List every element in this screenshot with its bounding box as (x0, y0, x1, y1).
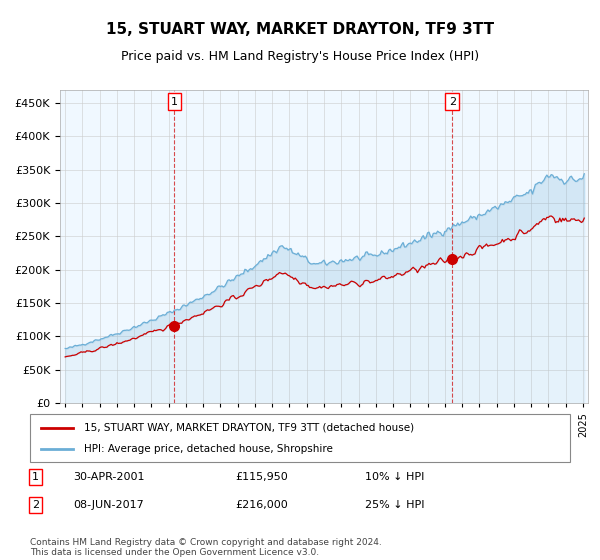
Text: £115,950: £115,950 (235, 472, 288, 482)
FancyBboxPatch shape (30, 414, 570, 462)
Text: 15, STUART WAY, MARKET DRAYTON, TF9 3TT: 15, STUART WAY, MARKET DRAYTON, TF9 3TT (106, 22, 494, 38)
Text: Contains HM Land Registry data © Crown copyright and database right 2024.
This d: Contains HM Land Registry data © Crown c… (30, 538, 382, 557)
Text: 2: 2 (32, 500, 39, 510)
Text: 15, STUART WAY, MARKET DRAYTON, TF9 3TT (detached house): 15, STUART WAY, MARKET DRAYTON, TF9 3TT … (84, 423, 414, 433)
Text: 1: 1 (171, 97, 178, 106)
Text: Price paid vs. HM Land Registry's House Price Index (HPI): Price paid vs. HM Land Registry's House … (121, 50, 479, 63)
Text: £216,000: £216,000 (235, 500, 288, 510)
Text: 25% ↓ HPI: 25% ↓ HPI (365, 500, 424, 510)
Text: HPI: Average price, detached house, Shropshire: HPI: Average price, detached house, Shro… (84, 444, 333, 454)
Text: 2: 2 (449, 97, 456, 106)
Text: 10% ↓ HPI: 10% ↓ HPI (365, 472, 424, 482)
Text: 08-JUN-2017: 08-JUN-2017 (73, 500, 144, 510)
Text: 30-APR-2001: 30-APR-2001 (73, 472, 145, 482)
Text: 1: 1 (32, 472, 39, 482)
